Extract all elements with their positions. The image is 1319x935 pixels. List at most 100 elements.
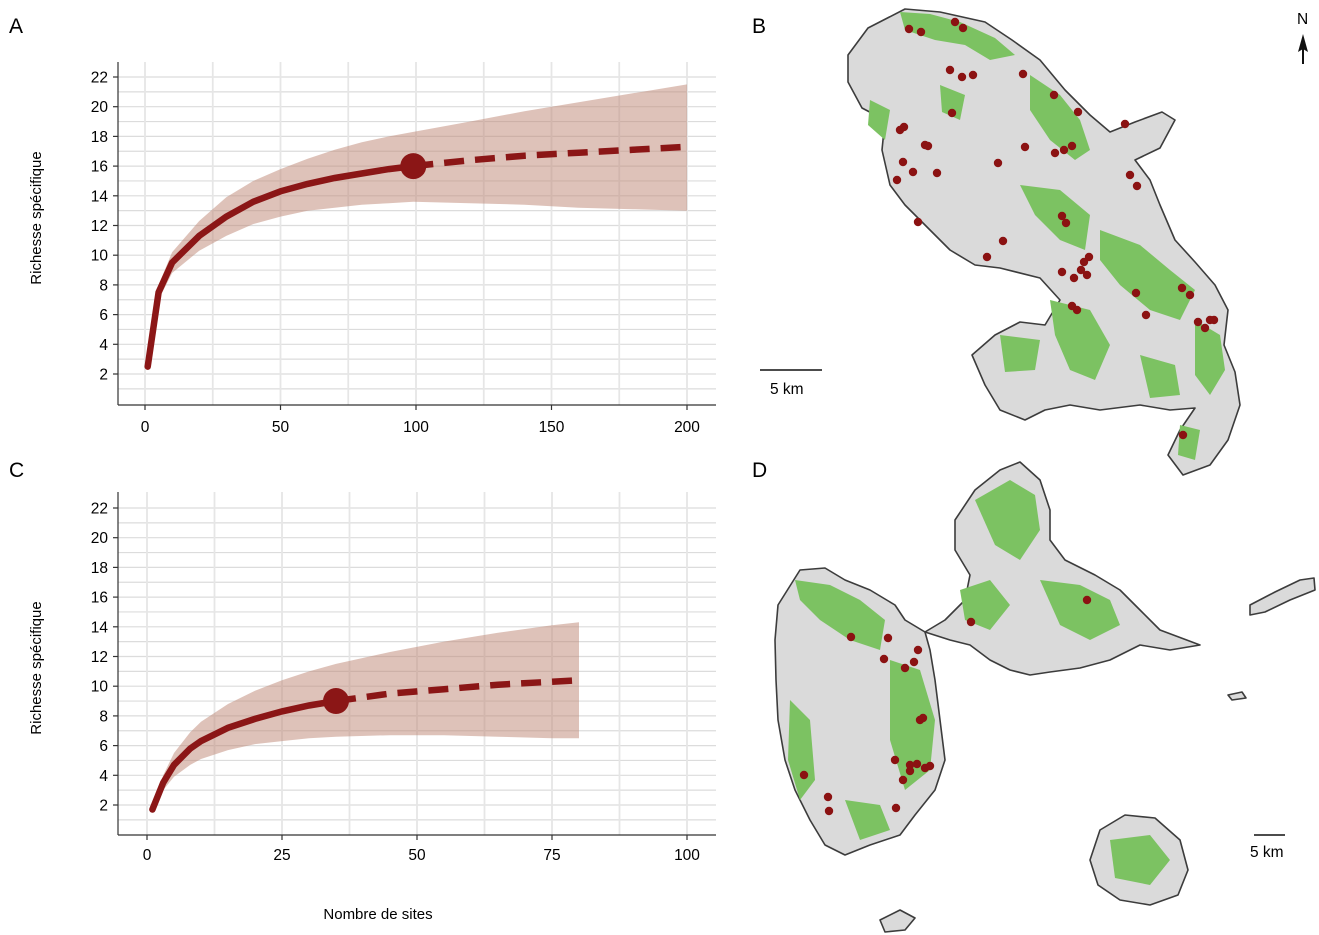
site-marker — [1193, 317, 1203, 327]
y-tick-label: 16 — [91, 590, 108, 607]
y-tick-label: 22 — [91, 70, 108, 87]
site-marker — [968, 70, 978, 80]
site-marker — [913, 645, 923, 655]
scalebar-d: 5 km — [1250, 834, 1285, 861]
grande-terre-landmass — [924, 461, 1201, 676]
panel-label-a: A — [9, 15, 23, 38]
site-marker — [799, 770, 809, 780]
petite-terre-landmass — [1227, 691, 1247, 701]
y-tick-label: 18 — [91, 560, 108, 577]
x-axis-label: Nombre de sites — [323, 906, 432, 923]
guadeloupe-map — [774, 461, 1316, 933]
site-marker — [891, 803, 901, 813]
site-marker — [824, 806, 834, 816]
site-marker — [898, 157, 908, 167]
site-marker — [998, 236, 1008, 246]
site-marker — [1020, 142, 1030, 152]
confidence-band — [152, 622, 579, 813]
y-tick-label: 14 — [91, 619, 109, 636]
site-marker — [1209, 315, 1219, 325]
y-axis-label: Richesse spécifique — [28, 601, 45, 734]
site-marker — [898, 775, 908, 785]
site-marker — [1141, 310, 1151, 320]
site-marker — [1079, 257, 1089, 267]
scalebar-b-label: 5 km — [770, 381, 804, 398]
y-tick-label: 16 — [91, 159, 108, 176]
y-tick-label: 4 — [99, 337, 108, 354]
site-marker — [904, 24, 914, 34]
site-marker — [1178, 430, 1188, 440]
x-tick-label: 0 — [141, 419, 150, 436]
site-marker — [1200, 323, 1210, 333]
site-marker — [883, 633, 893, 643]
site-marker — [1072, 305, 1082, 315]
site-marker — [966, 617, 976, 627]
site-marker — [1120, 119, 1130, 129]
site-marker — [1132, 181, 1142, 191]
site-marker — [1059, 145, 1069, 155]
site-marker — [892, 175, 902, 185]
panel-label-b: B — [752, 15, 766, 38]
x-tick-label: 100 — [403, 419, 429, 436]
site-marker — [1049, 90, 1059, 100]
x-tick-label: 150 — [539, 419, 565, 436]
observed-point — [323, 688, 349, 715]
x-tick-label: 100 — [674, 847, 700, 864]
site-marker — [1073, 107, 1083, 117]
site-marker — [905, 766, 915, 776]
x-tick-label: 25 — [273, 847, 290, 864]
north-arrow-icon — [1298, 34, 1308, 52]
y-tick-label: 10 — [91, 248, 109, 265]
y-tick-label: 14 — [91, 188, 109, 205]
y-tick-label: 6 — [99, 738, 108, 755]
interpolated-curve — [149, 697, 340, 813]
y-tick-label: 18 — [91, 129, 108, 146]
chart-a: 2 4 6 8 10 12 14 16 18 20 22 0 50 100 150 200 Richesse s… — [28, 62, 716, 436]
martinique-map — [847, 8, 1241, 476]
panel-label-c: C — [9, 459, 24, 482]
y-tick-label: 8 — [99, 708, 108, 725]
martinique-vegetation — [868, 12, 1225, 460]
y-axis-label: Richesse spécifique — [28, 151, 45, 284]
site-marker — [1018, 69, 1028, 79]
martinique-landmass — [847, 8, 1241, 476]
site-marker — [1125, 170, 1135, 180]
site-marker — [823, 792, 833, 802]
guadeloupe-sites — [799, 595, 1092, 816]
site-marker — [993, 158, 1003, 168]
site-marker — [909, 657, 919, 667]
extrapolated-curve — [412, 143, 688, 170]
y-tick-label: 2 — [99, 367, 108, 384]
site-marker — [905, 760, 915, 770]
site-marker — [950, 17, 960, 27]
scalebar-b: 5 km — [760, 369, 822, 398]
x-tick-label: 200 — [674, 419, 700, 436]
site-marker — [916, 27, 926, 37]
x-tick-label: 50 — [272, 419, 290, 436]
interpolated-curve — [144, 162, 417, 370]
site-marker — [1057, 267, 1067, 277]
site-marker — [912, 759, 922, 769]
y-tick-label: 2 — [99, 798, 108, 815]
site-marker — [957, 72, 967, 82]
y-tick-label: 12 — [91, 218, 108, 235]
confidence-band — [158, 84, 688, 300]
chart-c: 2 4 6 8 10 12 14 16 18 20 22 0 25 50 75 100 Richesse spé… — [28, 492, 716, 923]
y-tick-label: 10 — [91, 679, 109, 696]
x-tick-label: 75 — [543, 847, 560, 864]
site-marker — [908, 167, 918, 177]
site-marker — [890, 755, 900, 765]
scalebar-d-label: 5 km — [1250, 844, 1284, 861]
site-marker — [846, 632, 856, 642]
site-marker — [925, 761, 935, 771]
site-marker — [945, 65, 955, 75]
les-saintes-landmass — [879, 909, 916, 933]
site-marker — [913, 217, 923, 227]
site-marker — [1061, 218, 1071, 228]
y-tick-label: 20 — [91, 99, 109, 116]
site-marker — [899, 122, 909, 132]
y-tick-label: 8 — [99, 277, 108, 294]
x-tick-label: 0 — [143, 847, 152, 864]
site-marker — [1050, 148, 1060, 158]
x-tick-label: 50 — [408, 847, 426, 864]
